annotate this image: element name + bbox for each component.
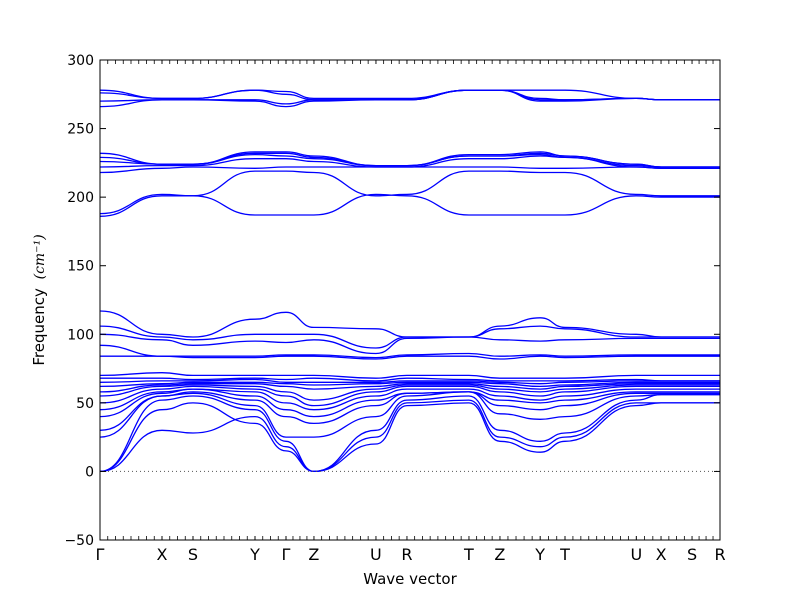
band-line-22	[99, 166, 720, 174]
band-line-5	[99, 391, 720, 431]
high-symmetry-label: U	[630, 545, 642, 564]
band-line-21	[99, 170, 720, 215]
band-line-11	[99, 381, 720, 388]
band-line-12	[99, 378, 720, 385]
y-tick-label: 50	[76, 396, 94, 412]
high-symmetry-label: R	[401, 545, 412, 564]
svg-text:Frequency (cm⁻¹): Frequency (cm⁻¹)	[30, 234, 48, 365]
high-symmetry-label: X	[157, 545, 168, 564]
phonon-bands	[99, 89, 721, 473]
band-line-14	[99, 372, 720, 379]
band-line-9	[99, 384, 720, 401]
high-symmetry-label: S	[687, 545, 697, 564]
high-symmetry-label: Z	[494, 545, 505, 564]
y-tick-label: 0	[85, 464, 94, 480]
x-axis-title: Wave vector	[363, 570, 457, 588]
high-symmetry-label: X	[656, 545, 667, 564]
band-line-28	[99, 89, 720, 105]
band-line-4	[99, 391, 720, 438]
high-symmetry-label: T	[463, 545, 474, 564]
y-axis-title: Frequency (cm⁻¹)	[30, 234, 48, 365]
high-symmetry-label: U	[370, 545, 382, 564]
y-ticks: −50 0 50 100 150 200 250 300	[64, 53, 720, 549]
y-tick-label: 250	[67, 122, 94, 138]
high-symmetry-label: S	[188, 545, 198, 564]
band-line-30	[99, 89, 720, 101]
high-symmetry-label: Γ	[282, 545, 291, 564]
high-symmetry-label: R	[714, 545, 725, 564]
plot-frame	[99, 59, 721, 541]
band-line-20	[99, 193, 720, 217]
band-line-7	[99, 388, 720, 411]
high-symmetry-label: Γ	[96, 545, 105, 564]
band-line-16	[99, 344, 720, 359]
band-line-6	[99, 388, 720, 418]
high-symmetry-label: T	[559, 545, 570, 564]
band-line-23	[99, 155, 720, 169]
band-line-17	[99, 333, 720, 355]
y-axis-title-text: Frequency	[30, 288, 48, 366]
high-symmetry-label: Y	[534, 545, 545, 564]
y-tick-label: 100	[67, 327, 94, 343]
band-line-13	[99, 377, 720, 382]
band-line-1	[99, 402, 721, 473]
y-tick-label: 150	[67, 259, 94, 275]
high-symmetry-label: Y	[249, 545, 260, 564]
y-axis-unit: (cm⁻¹)	[32, 234, 48, 279]
band-line-8	[99, 385, 720, 407]
y-tick-label: −50	[64, 533, 94, 549]
band-line-26	[99, 151, 720, 168]
band-line-2	[99, 399, 721, 473]
y-tick-label: 200	[67, 190, 94, 206]
band-line-19	[99, 310, 720, 338]
high-symmetry-label: Z	[308, 545, 319, 564]
band-line-3	[99, 393, 720, 473]
band-line-10	[99, 383, 720, 393]
band-line-15	[100, 355, 720, 360]
y-tick-label: 300	[67, 53, 94, 69]
